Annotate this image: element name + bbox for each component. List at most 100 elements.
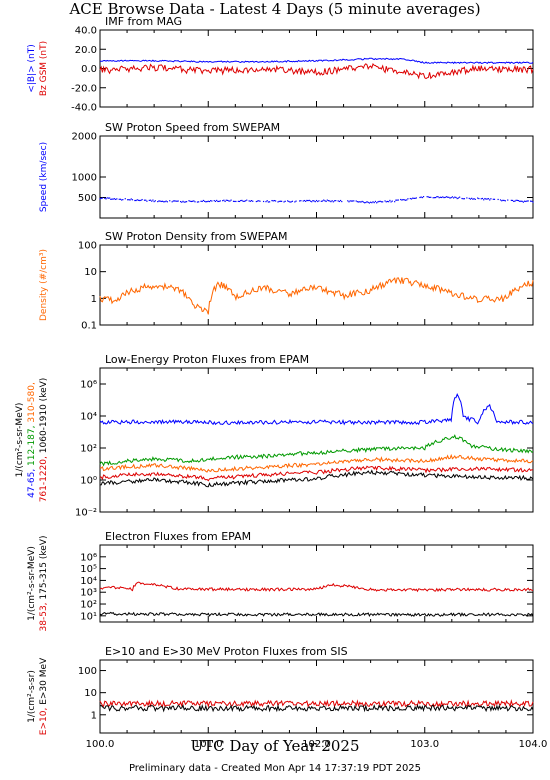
data-point (373, 202, 375, 204)
data-point (139, 199, 141, 202)
data-point (136, 199, 138, 201)
data-point (229, 200, 231, 202)
data-point (329, 200, 331, 202)
y-axis-label: 38-53, 175-315 (keV) (39, 536, 49, 632)
data-point (436, 196, 438, 198)
data-point (386, 200, 389, 203)
series-line (99, 465, 534, 482)
data-point (338, 200, 340, 203)
y-axis-label-part: 761-1220, (39, 456, 49, 502)
data-point (244, 200, 247, 202)
data-point (517, 200, 520, 202)
series-310-580 (99, 453, 534, 473)
y-axis-label: 47-65, 112-187, 310-580, (27, 382, 37, 498)
series-761-1220 (99, 465, 534, 482)
data-point (238, 200, 241, 203)
y-tick-label: -20.0 (71, 83, 97, 94)
data-point (205, 201, 207, 203)
data-point (404, 199, 407, 201)
data-point (291, 200, 294, 202)
data-point (165, 200, 167, 202)
data-point (179, 200, 182, 203)
data-point (272, 200, 274, 202)
data-point (357, 201, 360, 203)
data-point (377, 201, 379, 203)
data-point (380, 201, 383, 203)
series-112-187 (99, 434, 534, 467)
data-point (394, 201, 396, 203)
data-point (224, 200, 226, 203)
data-point (447, 196, 449, 198)
data-point (146, 200, 148, 202)
data-point (315, 199, 318, 202)
y-tick-label: 1 (91, 294, 97, 305)
data-point (396, 199, 398, 201)
series-Bz GSM (99, 63, 534, 80)
data-point (225, 199, 227, 201)
data-point (305, 200, 307, 202)
data-point (401, 199, 403, 201)
data-point (192, 200, 194, 202)
data-point (105, 198, 107, 200)
plot-frame (99, 135, 534, 219)
data-point (311, 201, 313, 203)
y-tick-label: 10⁴ (80, 576, 97, 587)
y-axis-label: E>10, E>30 MeV (39, 657, 49, 735)
data-point (113, 198, 116, 200)
data-point (466, 197, 468, 199)
panel-6: E>10 and E>30 MeV Proton Fluxes from SIS… (27, 645, 547, 750)
y-tick-label: 1 (91, 710, 97, 721)
data-point (333, 200, 336, 202)
data-point (164, 201, 166, 203)
data-point (323, 199, 325, 201)
data-point (196, 201, 199, 203)
y-tick-label: 1000 (72, 173, 97, 184)
y-tick-label: -40.0 (71, 103, 97, 114)
data-point (433, 197, 435, 199)
data-point (438, 197, 440, 199)
data-point (525, 200, 527, 203)
x-tick-label: 104.0 (519, 739, 548, 750)
data-point (390, 201, 392, 203)
data-point (371, 202, 373, 204)
y-tick-label: 100 (78, 241, 97, 252)
data-point (308, 199, 310, 201)
data-point (395, 199, 397, 201)
data-point (461, 197, 463, 200)
data-point (313, 200, 315, 202)
panel-title: SW Proton Density from SWEPAM (105, 230, 287, 243)
data-point (128, 199, 130, 201)
data-point (444, 196, 446, 199)
data-point (526, 200, 528, 202)
data-point (487, 198, 490, 200)
data-point (485, 198, 487, 200)
data-point (200, 200, 202, 202)
data-point (153, 200, 155, 203)
x-tick-label: 101.0 (194, 739, 223, 750)
y-axis-label-part: E>10, (39, 708, 49, 736)
data-point (124, 198, 126, 200)
data-point (237, 200, 239, 202)
data-point (306, 199, 308, 202)
data-point (258, 200, 260, 202)
data-point (362, 201, 365, 203)
data-point (440, 196, 443, 199)
x-axis-title: UTC Day of Year 2025 (190, 737, 360, 755)
plot-frame (99, 367, 534, 513)
data-point (454, 196, 456, 198)
data-point (160, 200, 162, 203)
data-point (183, 201, 185, 203)
y-axis-label-part: 1060-1910 (keV) (39, 378, 49, 456)
data-point (478, 197, 480, 200)
series-line (99, 698, 534, 709)
data-point (104, 197, 106, 199)
data-point (490, 198, 492, 200)
data-point (158, 200, 160, 202)
data-point (364, 202, 366, 204)
data-point (235, 200, 237, 203)
data-point (448, 196, 450, 198)
data-point (365, 201, 367, 204)
data-point (359, 201, 361, 203)
data-point (135, 199, 137, 202)
series-Density (99, 277, 534, 315)
